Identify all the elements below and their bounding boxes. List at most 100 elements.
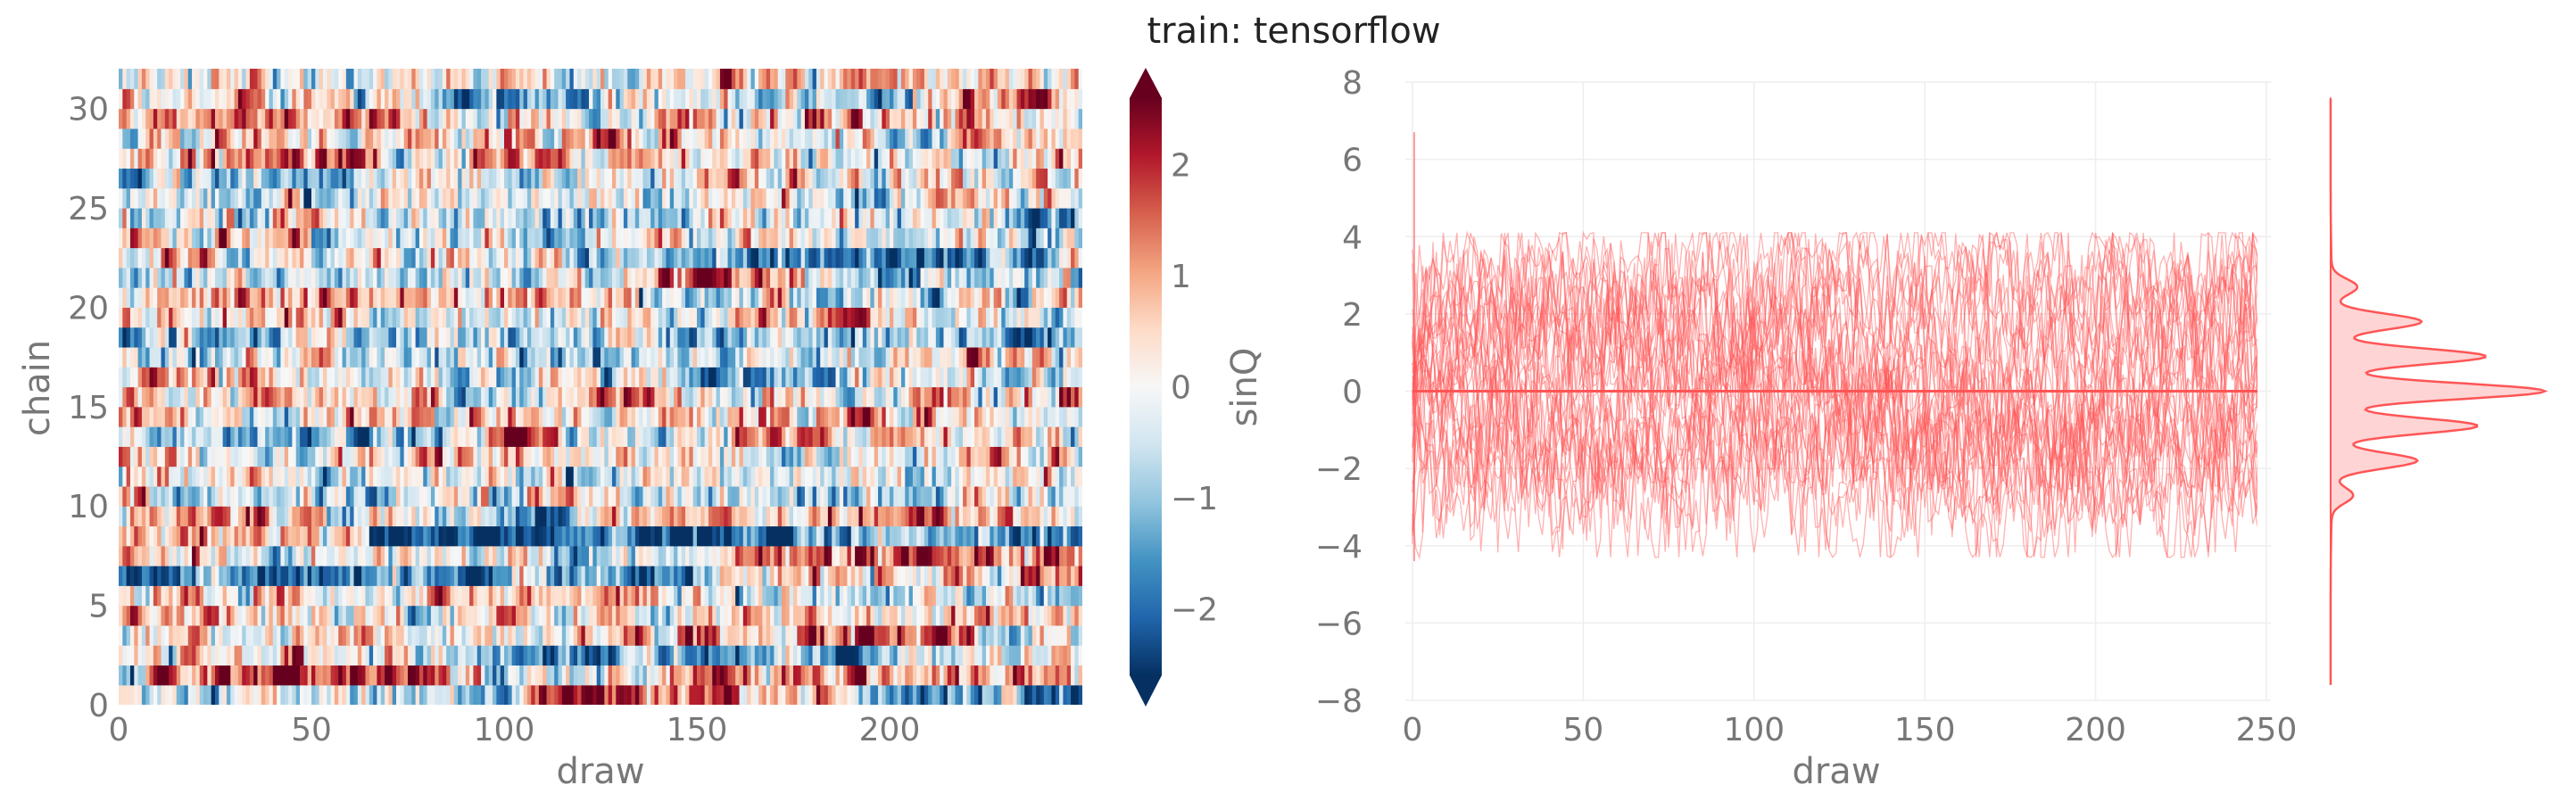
heatmap-cell	[816, 624, 821, 646]
heatmap-cell	[669, 386, 675, 408]
heatmap-cell	[639, 566, 644, 586]
heatmap-cell	[646, 346, 651, 368]
heatmap-cell	[195, 367, 201, 388]
heatmap-cell	[685, 386, 690, 408]
heatmap-cell	[700, 645, 706, 666]
heatmap-cell	[900, 545, 906, 566]
heatmap-cell	[307, 466, 312, 487]
heatmap-cell	[966, 624, 972, 646]
heatmap-cell	[569, 406, 575, 427]
heatmap-cell	[511, 367, 517, 388]
heatmap-cell	[874, 566, 879, 586]
heatmap-cell	[211, 566, 216, 586]
heatmap-cell	[369, 307, 374, 328]
heatmap-cell	[685, 605, 690, 626]
heatmap-cell	[658, 386, 663, 408]
heatmap-cell	[1078, 624, 1082, 646]
heatmap-cell	[1059, 367, 1064, 388]
heatmap-cell	[958, 446, 964, 467]
heatmap-cell	[816, 665, 821, 686]
heatmap-cell	[1028, 585, 1033, 607]
heatmap-cell	[327, 566, 332, 586]
heatmap-cell	[385, 485, 389, 507]
heatmap-cell	[385, 426, 389, 447]
heatmap-cell	[272, 326, 277, 348]
heatmap-cell	[940, 585, 945, 607]
heatmap-cell	[928, 426, 933, 447]
heatmap-cell	[265, 485, 270, 507]
heatmap-cell	[369, 624, 374, 646]
heatmap-cell	[237, 684, 243, 705]
heatmap-cell	[793, 645, 798, 666]
heatmap-cell	[782, 367, 786, 388]
heatmap-cell	[176, 406, 181, 427]
heatmap-cell	[569, 326, 575, 348]
heatmap-cell	[249, 367, 254, 388]
heatmap-cell	[261, 684, 266, 705]
heatmap-cell	[237, 446, 243, 467]
heatmap-cell	[916, 525, 922, 547]
heatmap-cell	[604, 346, 609, 368]
heatmap-cell	[411, 346, 417, 368]
heatmap-cell	[963, 506, 967, 527]
heatmap-cell	[866, 466, 871, 487]
heatmap-cell	[689, 326, 694, 348]
heatmap-cell	[435, 545, 440, 566]
heatmap-cell	[947, 605, 952, 626]
heatmap-cell	[284, 684, 289, 705]
heatmap-cell	[986, 506, 990, 527]
heatmap-cell	[187, 585, 193, 607]
heatmap-cell	[330, 326, 335, 348]
heatmap-cell	[855, 645, 860, 666]
heatmap-cell	[847, 645, 852, 666]
heatmap-cell	[169, 585, 174, 607]
heatmap-cell	[307, 585, 312, 607]
heatmap-cell	[330, 684, 335, 705]
heatmap-cell	[616, 566, 621, 586]
heatmap-cell	[242, 386, 247, 408]
heatmap-cell	[192, 466, 196, 487]
heatmap-cell	[747, 585, 752, 607]
heatmap-cell	[192, 566, 196, 586]
heatmap-cell	[319, 346, 324, 368]
heatmap-cell	[531, 624, 536, 646]
heatmap-cell	[654, 426, 659, 447]
heatmap-cell	[974, 645, 979, 666]
heatmap-cell	[122, 665, 128, 686]
heatmap-cell	[758, 525, 764, 547]
heatmap-cell	[265, 506, 270, 527]
heatmap-cell	[396, 485, 401, 507]
heatmap-cell	[442, 645, 447, 666]
heatmap-cell	[157, 605, 162, 626]
heatmap-cell	[1078, 426, 1082, 447]
heatmap-cell	[900, 326, 906, 348]
heatmap-cell	[203, 307, 208, 328]
heatmap-cell	[850, 605, 856, 626]
heatmap-cell	[303, 307, 309, 328]
heatmap-cell	[1031, 446, 1037, 467]
heatmap-cell	[265, 367, 270, 388]
heatmap-cell	[882, 684, 887, 705]
heatmap-cell	[211, 645, 216, 666]
heatmap-cell	[1043, 406, 1048, 427]
heatmap-cell	[543, 326, 548, 348]
heatmap-cell	[1020, 624, 1025, 646]
heatmap-cell	[207, 525, 212, 547]
heatmap-cell	[164, 346, 170, 368]
heatmap-cell	[677, 525, 683, 547]
heatmap-cell	[712, 346, 717, 368]
heatmap-cell	[558, 645, 563, 666]
heatmap-cell	[1040, 485, 1045, 507]
heatmap-cell	[550, 466, 555, 487]
heatmap-cell	[561, 585, 567, 607]
heatmap-cell	[307, 545, 312, 566]
heatmap-cell	[418, 665, 424, 686]
heatmap-cell	[824, 585, 829, 607]
heatmap-cell	[735, 605, 741, 626]
heatmap-cell	[924, 506, 929, 527]
heatmap-cell	[631, 367, 636, 388]
heatmap-cell	[219, 367, 224, 388]
heatmap-cell	[616, 426, 621, 447]
heatmap-cell	[226, 506, 231, 527]
heatmap-cell	[897, 624, 902, 646]
